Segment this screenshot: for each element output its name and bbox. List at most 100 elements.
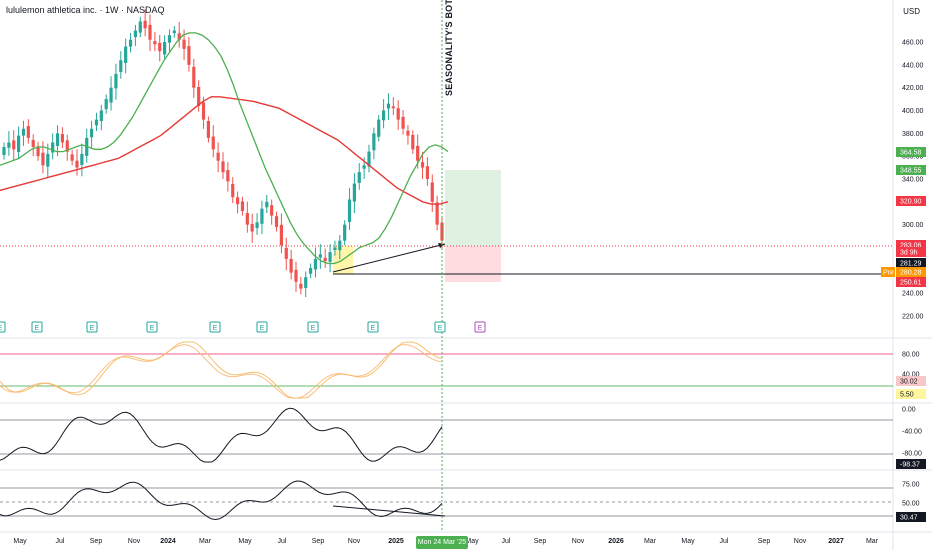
time-tick-label: 2025	[388, 538, 404, 545]
candle-body	[240, 201, 245, 211]
indicator-axes: 80.0040.000.000.00-40.00-80.0075.0050.00…	[896, 352, 926, 522]
time-tick-label: Nov	[128, 538, 141, 545]
candle-body	[372, 133, 376, 151]
candle-body	[435, 202, 439, 225]
indicator-tick-label: 0.00	[902, 407, 916, 414]
earnings-marker[interactable]: E	[86, 321, 98, 333]
earnings-marker[interactable]: E	[307, 321, 319, 333]
time-tick-label: Jul	[502, 538, 511, 545]
earnings-marker[interactable]: E	[256, 321, 268, 333]
earnings-marker[interactable]: E	[0, 321, 6, 333]
earnings-marker[interactable]: E	[31, 321, 43, 333]
earnings-marker-label: E	[438, 325, 443, 332]
candle-body	[309, 268, 313, 274]
indicator-tag: -98.37	[896, 459, 926, 469]
candle-body	[80, 153, 84, 165]
currency-label[interactable]: USD	[903, 7, 920, 16]
price-tick-label: 400.00	[902, 108, 924, 115]
time-tick-label: 2026	[608, 538, 624, 545]
candle-body	[94, 119, 99, 126]
time-tick-label: Mar	[199, 538, 212, 545]
price-tick-label: 460.00	[902, 40, 924, 47]
rsi-signal-line	[0, 344, 443, 399]
long-stop-zone[interactable]	[445, 246, 501, 282]
candle-body	[347, 199, 352, 222]
williams-line	[0, 407, 443, 463]
long-target-zone[interactable]	[445, 170, 501, 246]
time-tick-label: Sep	[90, 538, 103, 545]
earnings-marker-label: E	[260, 325, 265, 332]
candle-body	[411, 134, 415, 150]
earnings-marker[interactable]: E	[146, 321, 158, 333]
earnings-marker-label: E	[90, 325, 95, 332]
candle-body	[250, 223, 254, 232]
candle-body	[26, 126, 30, 138]
indicator-tick-label: 75.00	[902, 482, 920, 489]
candle-body	[333, 247, 337, 251]
candle-body	[41, 152, 45, 166]
candle-body	[406, 130, 410, 136]
candle-body	[440, 222, 444, 241]
candle-body	[65, 140, 69, 152]
rsi-line	[0, 341, 443, 399]
candle-body	[153, 41, 157, 45]
price-tick-label: 420.00	[902, 85, 924, 92]
time-axis[interactable]: May Jul Sep Nov 2024 Mar May Jul Sep Nov 2025 May Ju…	[13, 538, 878, 545]
indicator-tag: 30.02	[896, 376, 926, 386]
earnings-marker-label: E	[35, 325, 40, 332]
price-tag-label: 364.58	[900, 150, 922, 157]
pre-market-tag: Pre	[881, 267, 895, 277]
candle-body	[172, 30, 176, 34]
indicator-tag-label: -98.37	[900, 462, 920, 469]
earnings-marker-label: E	[478, 325, 483, 332]
earnings-markers: EEEEEEEEEE	[0, 321, 486, 333]
candle-body	[416, 145, 420, 161]
trend-line[interactable]	[332, 243, 446, 273]
price-tag: 348.55	[896, 165, 926, 175]
candle-body	[367, 151, 371, 167]
indicator-tick-label: 40.00	[902, 372, 920, 379]
candle-body	[362, 165, 366, 169]
earnings-marker[interactable]: E	[474, 321, 486, 333]
candle-body	[299, 283, 303, 289]
candle-body	[274, 216, 279, 227]
price-tick-label: 360.00	[902, 154, 924, 161]
candle-body	[289, 258, 293, 273]
candle-body	[338, 240, 342, 251]
earnings-marker[interactable]: E	[434, 321, 446, 333]
price-tag-label: 250.61	[900, 280, 922, 287]
candle-body	[343, 224, 347, 241]
candle-body	[245, 213, 249, 225]
candle-body	[236, 197, 240, 205]
stoch-divergence-line[interactable]	[332, 505, 446, 517]
indicator-tick-label: -80.00	[902, 451, 922, 458]
price-tag: 364.58	[896, 147, 926, 157]
candle-body	[99, 110, 103, 122]
price-tag-label: 348.55	[900, 168, 922, 175]
candles	[2, 9, 444, 298]
indicator-tick-label: 50.00	[902, 501, 920, 508]
earnings-marker[interactable]: E	[367, 321, 379, 333]
price-tick-label: 240.00	[902, 291, 924, 298]
earnings-marker[interactable]: E	[209, 321, 221, 333]
price-tick-label: 300.00	[902, 222, 924, 229]
candle-body	[167, 35, 172, 43]
earnings-marker-label: E	[371, 325, 376, 332]
price-tick-label: 340.00	[902, 177, 924, 184]
candle-body	[109, 87, 113, 103]
indicator-tag-label: 30.47	[900, 515, 918, 522]
indicator-tag-label: 5.50	[900, 392, 914, 399]
price-tick-label: 440.00	[902, 62, 924, 69]
pre-market-label: Pre	[883, 270, 894, 277]
candle-body	[187, 46, 191, 65]
candle-body	[60, 134, 64, 143]
time-tick-label: May	[238, 538, 252, 545]
candle-body	[357, 172, 361, 183]
candle-body	[328, 252, 332, 262]
candle-body	[226, 170, 230, 182]
candle-body	[396, 108, 400, 120]
indicator-tick-label: -40.00	[902, 429, 922, 436]
candle-body	[260, 208, 264, 224]
price-tag-label: 281.29	[900, 261, 922, 268]
